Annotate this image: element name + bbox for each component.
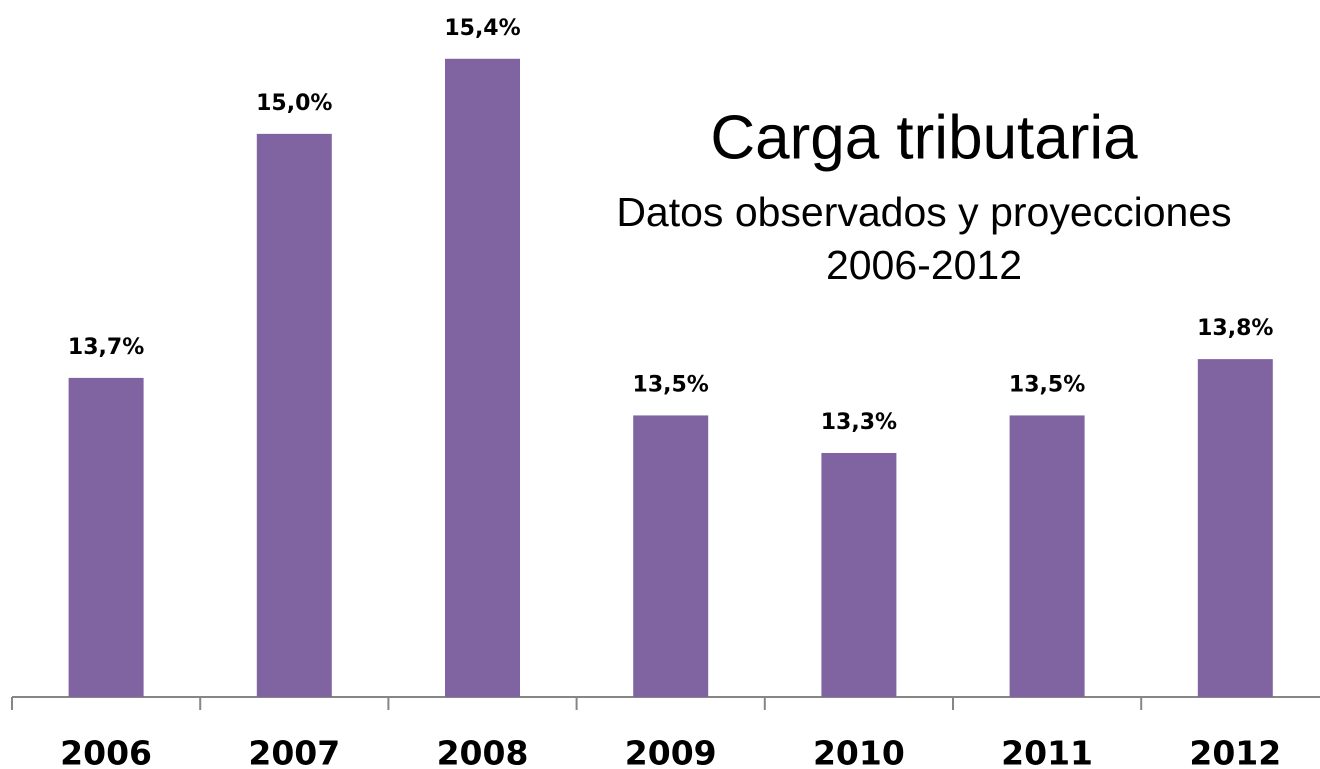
x-tick-label: 2008: [437, 734, 529, 769]
bar: [1009, 415, 1085, 697]
bar: [1197, 359, 1273, 697]
x-tick-label: 2010: [813, 734, 905, 769]
value-label: 13,3%: [821, 410, 897, 435]
x-tick-label: 2009: [625, 734, 717, 769]
bar: [68, 377, 144, 697]
value-label: 15,0%: [256, 91, 332, 116]
bar: [821, 452, 897, 697]
bar: [256, 133, 332, 697]
x-tick-label: 2007: [248, 734, 340, 769]
value-label: 13,8%: [1197, 316, 1273, 341]
chart-subtitle: Datos observados y proyecciones: [616, 189, 1231, 235]
x-tick-label: 2006: [60, 734, 152, 769]
chart-title: Carga tributaria: [710, 103, 1138, 172]
x-tick-label: 2012: [1189, 734, 1281, 769]
bar: [633, 415, 709, 697]
chart-subtitle: 2006-2012: [826, 242, 1022, 288]
bar: [445, 58, 520, 698]
x-tick-label: 2011: [1001, 734, 1093, 769]
value-label: 13,7%: [68, 335, 144, 360]
value-label: 13,5%: [1009, 372, 1085, 397]
value-label: 15,4%: [444, 16, 520, 41]
value-label: 13,5%: [633, 372, 709, 397]
